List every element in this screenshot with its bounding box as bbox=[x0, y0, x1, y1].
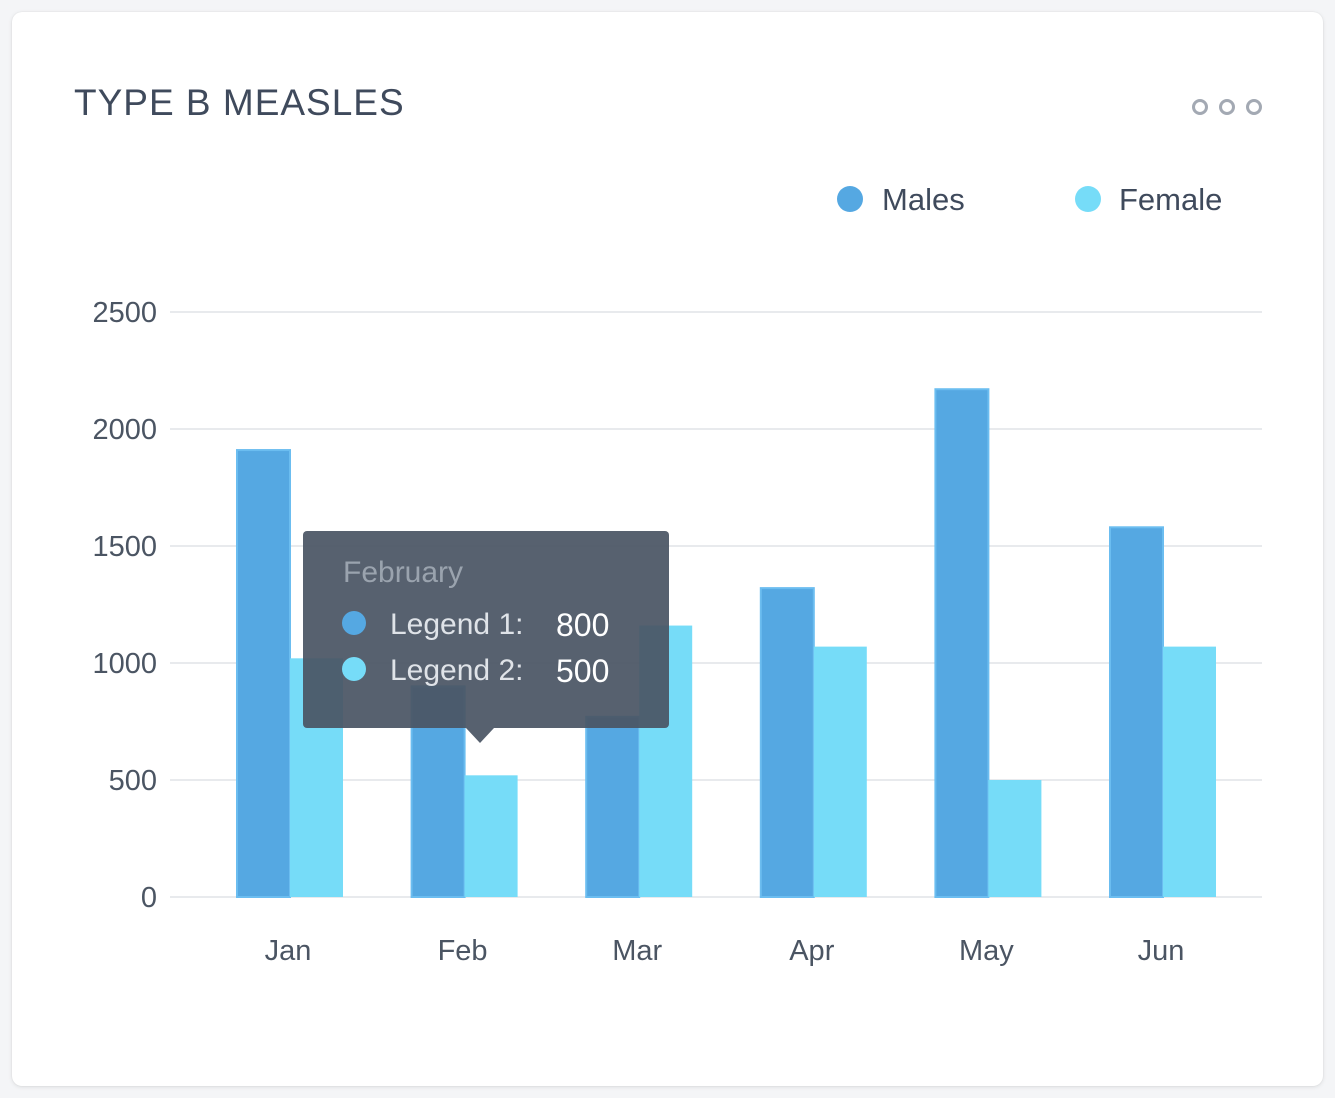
y-tick-label: 2500 bbox=[92, 297, 157, 329]
tooltip-item-label: Legend 1: bbox=[390, 608, 523, 641]
y-tick-label: 1000 bbox=[92, 648, 157, 680]
tooltip: February Legend 1: 800 Legend 2: 500 bbox=[303, 531, 669, 743]
legend-label-males[interactable]: Males bbox=[882, 182, 965, 217]
more-dot-icon bbox=[1192, 99, 1208, 115]
tooltip-item-label: Legend 2: bbox=[390, 654, 523, 687]
card-title: TYPE B MEASLES bbox=[74, 82, 405, 123]
x-tick-label: Jun bbox=[1138, 935, 1185, 967]
bar-female-feb[interactable] bbox=[464, 775, 518, 897]
y-tick-label: 0 bbox=[141, 882, 157, 914]
tooltip-item-value: 500 bbox=[556, 653, 609, 689]
x-tick-label: May bbox=[959, 935, 1014, 967]
bar-males-mar[interactable] bbox=[585, 715, 641, 898]
legend-dot-males bbox=[837, 186, 863, 212]
tooltip-dot bbox=[342, 611, 366, 635]
x-tick-label: Mar bbox=[612, 935, 662, 967]
tooltip-pointer bbox=[466, 728, 494, 743]
y-tick-label: 1500 bbox=[92, 531, 157, 563]
legend: Males Female bbox=[837, 182, 1222, 217]
legend-label-female[interactable]: Female bbox=[1119, 182, 1222, 217]
tooltip-box bbox=[303, 531, 669, 728]
bar-males-may[interactable] bbox=[934, 388, 990, 898]
bar-female-apr[interactable] bbox=[813, 646, 867, 897]
y-tick-label: 500 bbox=[109, 765, 157, 797]
bar-males-apr[interactable] bbox=[759, 587, 815, 898]
tooltip-dot bbox=[342, 657, 366, 681]
bar-males-jun[interactable] bbox=[1109, 526, 1164, 899]
more-dot-icon bbox=[1246, 99, 1262, 115]
more-dot-icon bbox=[1219, 99, 1235, 115]
x-axis-ticks: Jan Feb Mar Apr May Jun bbox=[265, 935, 1185, 967]
bar-males-jan[interactable] bbox=[236, 449, 291, 898]
legend-dot-female bbox=[1075, 186, 1101, 212]
bar-female-jun[interactable] bbox=[1163, 646, 1216, 897]
x-tick-label: Jan bbox=[265, 935, 312, 967]
more-options-button[interactable] bbox=[1192, 96, 1262, 118]
tooltip-item-value: 800 bbox=[556, 607, 609, 643]
bar-female-may[interactable] bbox=[988, 780, 1042, 897]
x-tick-label: Feb bbox=[438, 935, 488, 967]
x-tick-label: Apr bbox=[789, 935, 834, 967]
tooltip-title: February bbox=[343, 556, 463, 589]
y-axis-ticks: 0 500 1000 1500 2000 2500 bbox=[92, 297, 157, 914]
y-tick-label: 2000 bbox=[92, 414, 157, 446]
